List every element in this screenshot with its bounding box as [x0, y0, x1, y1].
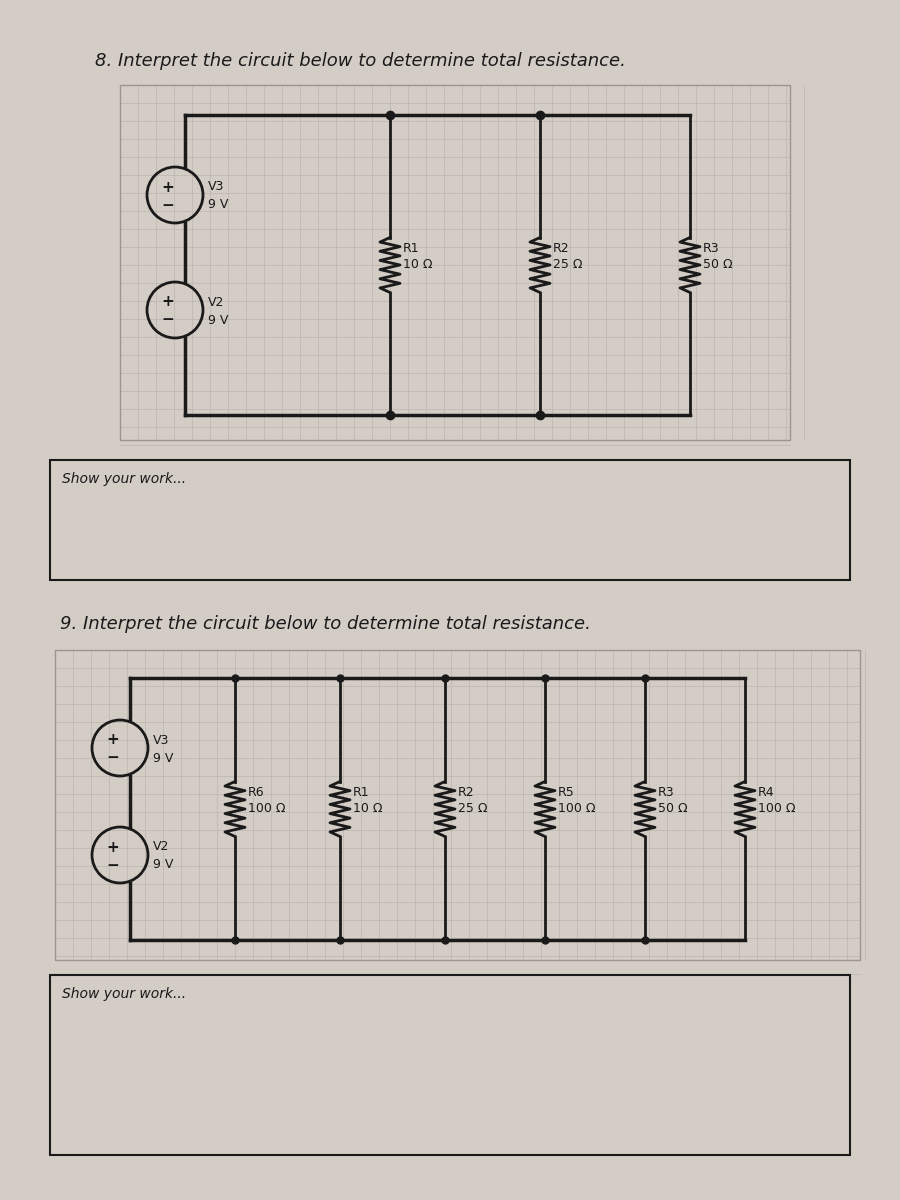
Text: 100 Ω: 100 Ω: [758, 802, 796, 815]
Text: 9 V: 9 V: [153, 858, 174, 871]
Bar: [55, 650, 860, 960]
Text: V2: V2: [153, 840, 169, 853]
Text: 50 Ω: 50 Ω: [703, 258, 733, 270]
Text: R3: R3: [703, 242, 720, 256]
Text: R4: R4: [758, 786, 775, 799]
Text: 9 V: 9 V: [153, 751, 174, 764]
Text: Show your work...: Show your work...: [62, 986, 186, 1001]
Text: R2: R2: [458, 786, 474, 799]
Text: R1: R1: [403, 242, 419, 256]
Text: 100 Ω: 100 Ω: [558, 802, 596, 815]
Text: V2: V2: [208, 295, 224, 308]
Text: V3: V3: [208, 180, 224, 193]
Bar: [50, 974, 850, 1154]
Text: −: −: [162, 312, 175, 328]
Text: Show your work...: Show your work...: [62, 472, 186, 486]
Text: R3: R3: [658, 786, 675, 799]
Text: R6: R6: [248, 786, 265, 799]
Bar: [50, 460, 850, 580]
Bar: [120, 85, 790, 440]
Text: 8. Interpret the circuit below to determine total resistance.: 8. Interpret the circuit below to determ…: [95, 52, 626, 70]
Text: 10 Ω: 10 Ω: [353, 802, 382, 815]
Text: +: +: [162, 294, 175, 310]
Text: 10 Ω: 10 Ω: [403, 258, 433, 270]
Text: 9 V: 9 V: [208, 198, 229, 211]
Text: 9 V: 9 V: [208, 313, 229, 326]
Text: +: +: [106, 732, 120, 748]
Text: 100 Ω: 100 Ω: [248, 802, 285, 815]
Text: 50 Ω: 50 Ω: [658, 802, 688, 815]
Text: R5: R5: [558, 786, 575, 799]
Text: R2: R2: [553, 242, 570, 256]
Text: 25 Ω: 25 Ω: [458, 802, 488, 815]
Text: −: −: [162, 198, 175, 212]
Text: +: +: [162, 180, 175, 194]
Text: 9. Interpret the circuit below to determine total resistance.: 9. Interpret the circuit below to determ…: [60, 614, 591, 634]
Text: 25 Ω: 25 Ω: [553, 258, 582, 270]
Text: V3: V3: [153, 733, 169, 746]
Text: +: +: [106, 840, 120, 854]
Text: −: −: [106, 858, 120, 872]
Text: −: −: [106, 750, 120, 766]
Text: R1: R1: [353, 786, 370, 799]
